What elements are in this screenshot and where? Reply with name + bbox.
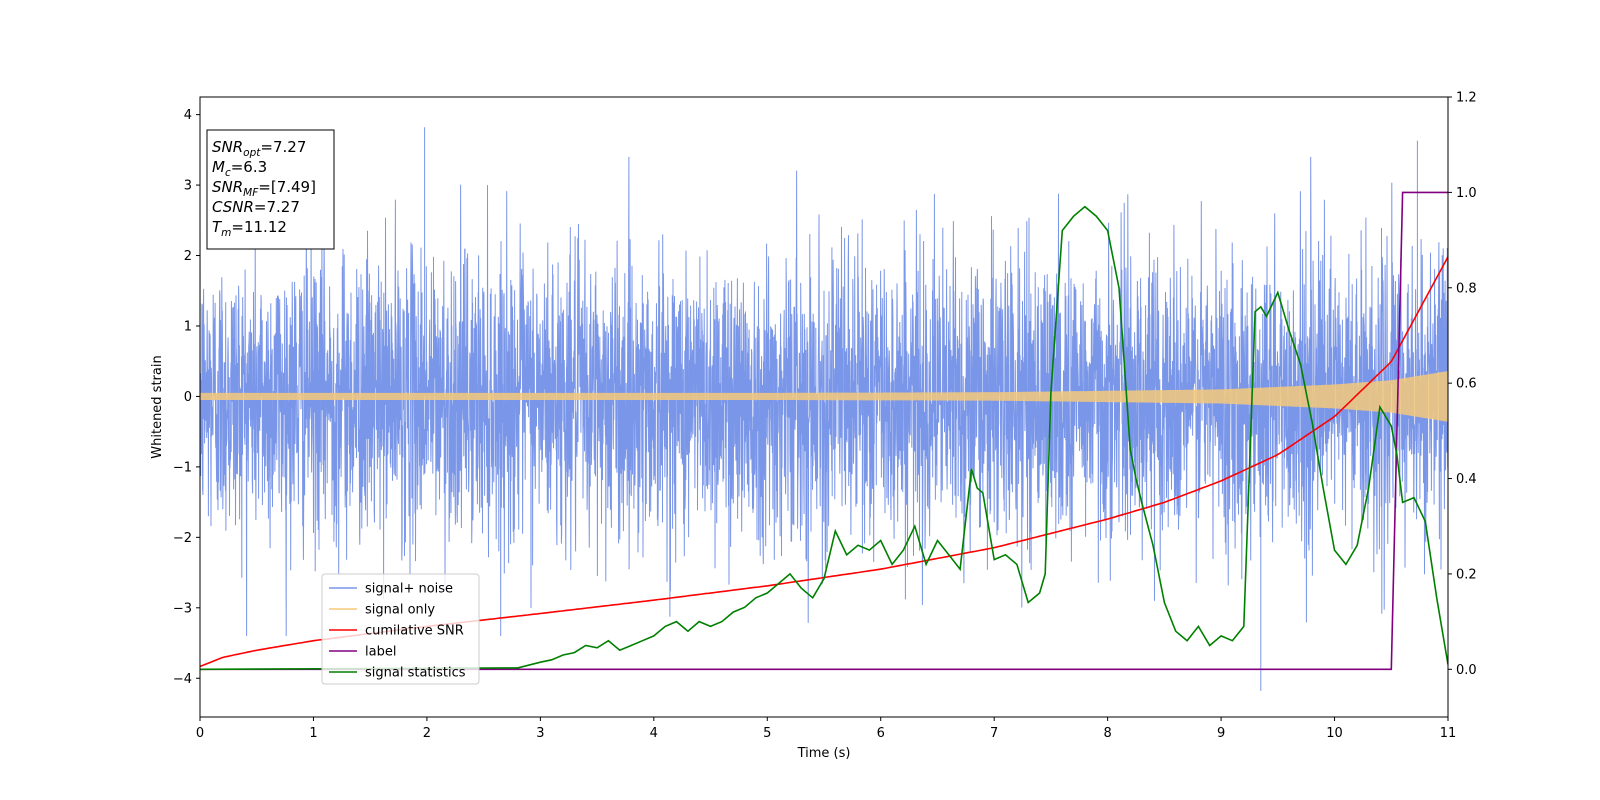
- y-tick-label: −1: [173, 460, 192, 475]
- info-line: Mc=6.3: [212, 158, 267, 179]
- x-tick-label: 10: [1326, 726, 1343, 741]
- info-box: SNRopt=7.27Mc=6.3SNRMF=[7.49]CSNR=7.27Tm…: [206, 129, 335, 250]
- info-line: SNRMF=[7.49]: [212, 178, 316, 199]
- legend-frame: [321, 573, 480, 685]
- info-line-symbol: T: [212, 218, 223, 236]
- y-axis-label: Whitened strain: [150, 355, 165, 458]
- y2-tick-label: 0.4: [1456, 472, 1477, 487]
- y2-tick-label: 0.6: [1456, 377, 1477, 392]
- x-tick-label: 7: [990, 726, 998, 741]
- x-tick-label: 8: [1103, 726, 1111, 741]
- legend-label: label: [365, 645, 396, 660]
- x-tick-label: 2: [423, 726, 431, 741]
- info-line-value: =7.27: [260, 138, 306, 156]
- info-line-symbol: M: [212, 158, 225, 176]
- legend-label: signal only: [365, 603, 435, 618]
- x-tick-label: 6: [877, 726, 885, 741]
- info-line-value: =11.12: [231, 218, 287, 236]
- info-line-value: =[7.49]: [258, 178, 316, 196]
- series-signal-only: [200, 371, 1448, 422]
- series-signal-statistics: [200, 205, 1448, 671]
- x-tick-label: 1: [309, 726, 317, 741]
- y2-tick-label: 1.2: [1456, 91, 1477, 106]
- x-tick-label: 5: [763, 726, 771, 741]
- legend: signal+ noise signal only cumilative SNR la…: [321, 573, 480, 685]
- y-tick-label: 1: [184, 319, 192, 334]
- y-tick-label: 0: [184, 390, 192, 405]
- info-line-subscript: m: [221, 227, 231, 239]
- info-line-symbol: SNR: [212, 138, 243, 156]
- y-axis-right: 0.0 0.2 0.4 0.6 0.8 1.0 1.2: [1448, 91, 1477, 678]
- series-label: [200, 191, 1448, 671]
- y-tick-label: −4: [173, 672, 192, 687]
- y2-tick-label: 1.0: [1456, 186, 1477, 201]
- y-tick-label: −3: [173, 601, 192, 616]
- info-line-value: =6.3: [231, 158, 267, 176]
- y2-tick-label: 0.0: [1456, 663, 1477, 678]
- info-line: CSNR=7.27: [212, 198, 300, 216]
- y-tick-label: 4: [184, 108, 192, 123]
- info-line-subscript: c: [225, 167, 231, 179]
- x-tick-label: 9: [1217, 726, 1225, 741]
- x-tick-label: 0: [196, 726, 204, 741]
- info-line: Tm=11.12: [212, 218, 287, 239]
- series-signal-plus-noise: [200, 127, 1448, 691]
- legend-label: signal+ noise: [365, 582, 453, 597]
- y2-tick-label: 0.8: [1456, 281, 1477, 296]
- info-line-subscript: opt: [243, 147, 261, 159]
- y-axis-left: −4 −3 −2 −1 0 1 2 3 4: [173, 108, 200, 687]
- y-tick-label: 2: [184, 249, 192, 264]
- info-line-symbol: SNR: [212, 178, 243, 196]
- info-line-value: =7.27: [254, 198, 300, 216]
- y-tick-label: −2: [173, 531, 192, 546]
- x-axis-label: Time (s): [797, 746, 851, 761]
- x-tick-label: 3: [536, 726, 544, 741]
- axes-frame: [199, 96, 1449, 718]
- y-tick-label: 3: [184, 179, 192, 194]
- x-axis: 0 1 2 3 4 5 6 7 8 9 10 11: [196, 717, 1456, 741]
- info-line: SNRopt=7.27: [212, 138, 306, 159]
- info-line-symbol: CSNR: [212, 198, 254, 216]
- x-tick-label: 4: [650, 726, 658, 741]
- info-line-subscript: MF: [243, 187, 259, 199]
- y2-tick-label: 0.2: [1456, 567, 1477, 582]
- legend-label: cumilative SNR: [365, 624, 464, 639]
- x-tick-label: 11: [1440, 726, 1457, 741]
- info-box-frame: [206, 129, 335, 250]
- legend-label: signal statistics: [365, 666, 466, 681]
